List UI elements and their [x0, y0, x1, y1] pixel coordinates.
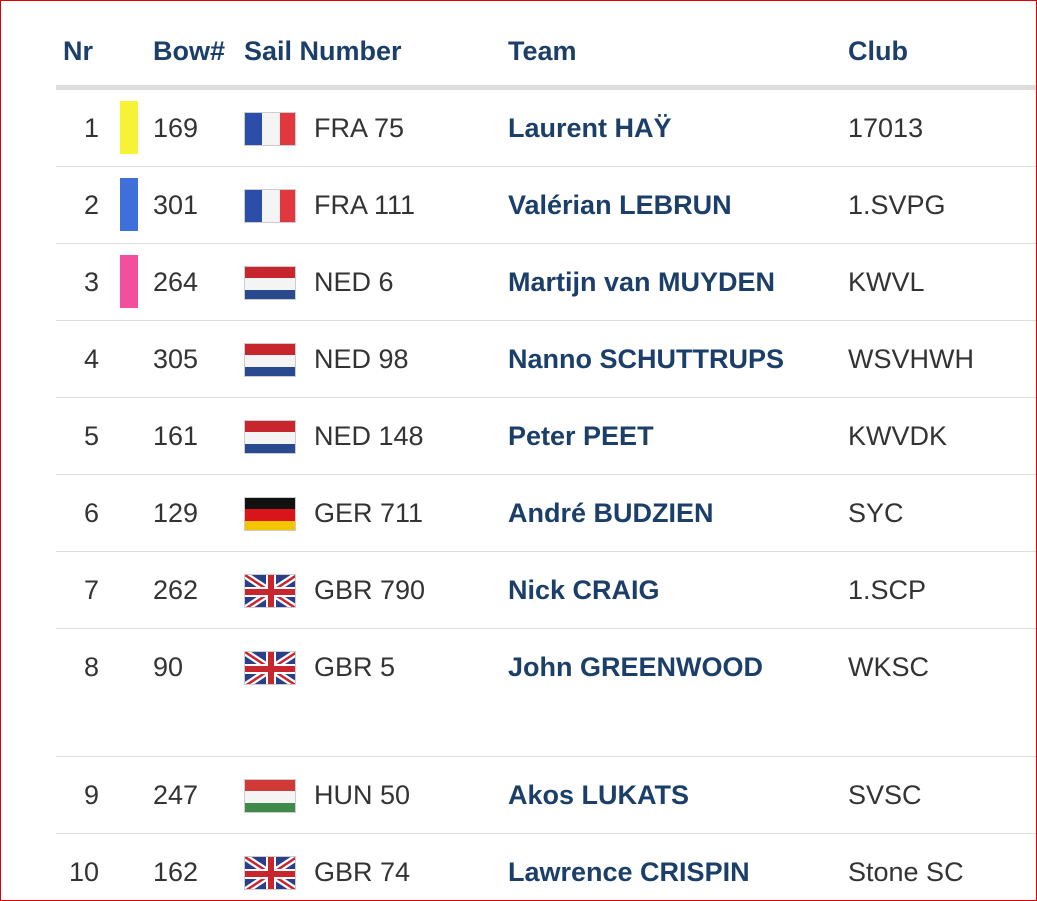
country-flag [244, 112, 296, 146]
header-nr: Nr [63, 36, 94, 66]
club: 17013 [848, 113, 924, 143]
flag-icon [244, 497, 296, 531]
flag-icon [244, 266, 296, 300]
bow-number: 264 [153, 267, 199, 297]
bow-number: 247 [153, 780, 199, 810]
country-flag [244, 651, 296, 685]
team-name[interactable]: Peter PEET [508, 421, 654, 451]
country-flag [244, 343, 296, 377]
flag-icon [244, 651, 296, 685]
sail-number: HUN 50 [314, 780, 411, 810]
country-flag [244, 574, 296, 608]
header-team: Team [508, 36, 577, 66]
team-name[interactable]: André BUDZIEN [508, 498, 714, 528]
sail-number: GBR 790 [314, 575, 426, 605]
bow-number: 262 [153, 575, 199, 605]
sail-number: GBR 74 [314, 857, 411, 887]
club: SYC [848, 498, 904, 528]
bow-number: 162 [153, 857, 199, 887]
sail-number: NED 98 [314, 344, 409, 374]
position: 4 [83, 344, 99, 374]
club: WSVHWH [848, 344, 974, 374]
flag-icon [244, 574, 296, 608]
bow-number: 129 [153, 498, 199, 528]
club: WKSC [848, 652, 929, 682]
country-flag [244, 856, 296, 890]
club: 1.SVPG [848, 190, 946, 220]
country-flag [244, 189, 296, 223]
position: 9 [83, 780, 99, 810]
bow-number: 301 [153, 190, 199, 220]
sail-number: NED 148 [314, 421, 424, 451]
result-row: 4 305 NED 98 Nanno SCHUTTRUPS WSVHWH [56, 321, 1036, 398]
result-row: 6 129 GER 711 André BUDZIEN SYC [56, 475, 1036, 552]
result-row: 3 264 NED 6 Martijn van MUYDEN KWVL [56, 244, 1036, 321]
position: 7 [83, 575, 99, 605]
rank-marker [120, 255, 138, 308]
flag-icon [244, 420, 296, 454]
header-bow: Bow# [153, 36, 226, 66]
team-name[interactable]: Nanno SCHUTTRUPS [508, 344, 784, 374]
rank-marker [120, 101, 138, 154]
header-sail: Sail Number [244, 36, 402, 66]
result-row: 1 169 FRA 75 Laurent HAŸ 17013 [56, 90, 1036, 167]
team-name[interactable]: Martijn van MUYDEN [508, 267, 776, 297]
position: 8 [83, 652, 99, 682]
position: 6 [83, 498, 99, 528]
team-name[interactable]: Lawrence CRISPIN [508, 857, 750, 887]
bow-number: 161 [153, 421, 199, 451]
sail-number: NED 6 [314, 267, 394, 297]
result-row: 10 162 GBR 74 Lawrence CRISPIN Stone SC [56, 834, 1036, 900]
position: 10 [68, 857, 99, 887]
sail-number: GER 711 [314, 498, 424, 528]
header-divider [56, 85, 1036, 90]
position: 1 [83, 113, 99, 143]
bow-number: 169 [153, 113, 199, 143]
position: 5 [83, 421, 99, 451]
position: 3 [83, 267, 99, 297]
result-row: 5 161 NED 148 Peter PEET KWVDK [56, 398, 1036, 475]
bow-number: 305 [153, 344, 199, 374]
bow-number: 90 [153, 652, 184, 682]
team-name[interactable]: John GREENWOOD [508, 652, 763, 682]
club: Stone SC [848, 857, 964, 887]
country-flag [244, 779, 296, 813]
sail-number: FRA 75 [314, 113, 405, 143]
flag-icon [244, 343, 296, 377]
club: KWVDK [848, 421, 948, 451]
header-club: Club [848, 36, 908, 66]
result-row: 8 90 GBR 5 John GREENWOOD WKSC [56, 629, 1036, 757]
flag-icon [244, 856, 296, 890]
club: 1.SCP [848, 575, 927, 605]
result-row: 9 247 HUN 50 Akos LUKATS SVSC [56, 757, 1036, 834]
team-name[interactable]: Nick CRAIG [508, 575, 660, 605]
sail-number: GBR 5 [314, 652, 396, 682]
country-flag [244, 420, 296, 454]
flag-icon [244, 112, 296, 146]
team-name[interactable]: Laurent HAŸ [508, 113, 672, 143]
club: KWVL [848, 267, 925, 297]
result-row: 7 262 GBR 790 Nick CRAIG 1.SCP [56, 552, 1036, 629]
flag-icon [244, 189, 296, 223]
result-row: 2 301 FRA 111 Valérian LEBRUN 1.SVPG [56, 167, 1036, 244]
club: SVSC [848, 780, 922, 810]
sail-number: FRA 111 [314, 190, 416, 220]
country-flag [244, 497, 296, 531]
country-flag [244, 266, 296, 300]
rank-marker [120, 178, 138, 231]
team-name[interactable]: Valérian LEBRUN [508, 190, 732, 220]
position: 2 [83, 190, 99, 220]
flag-icon [244, 779, 296, 813]
team-name[interactable]: Akos LUKATS [508, 780, 690, 810]
